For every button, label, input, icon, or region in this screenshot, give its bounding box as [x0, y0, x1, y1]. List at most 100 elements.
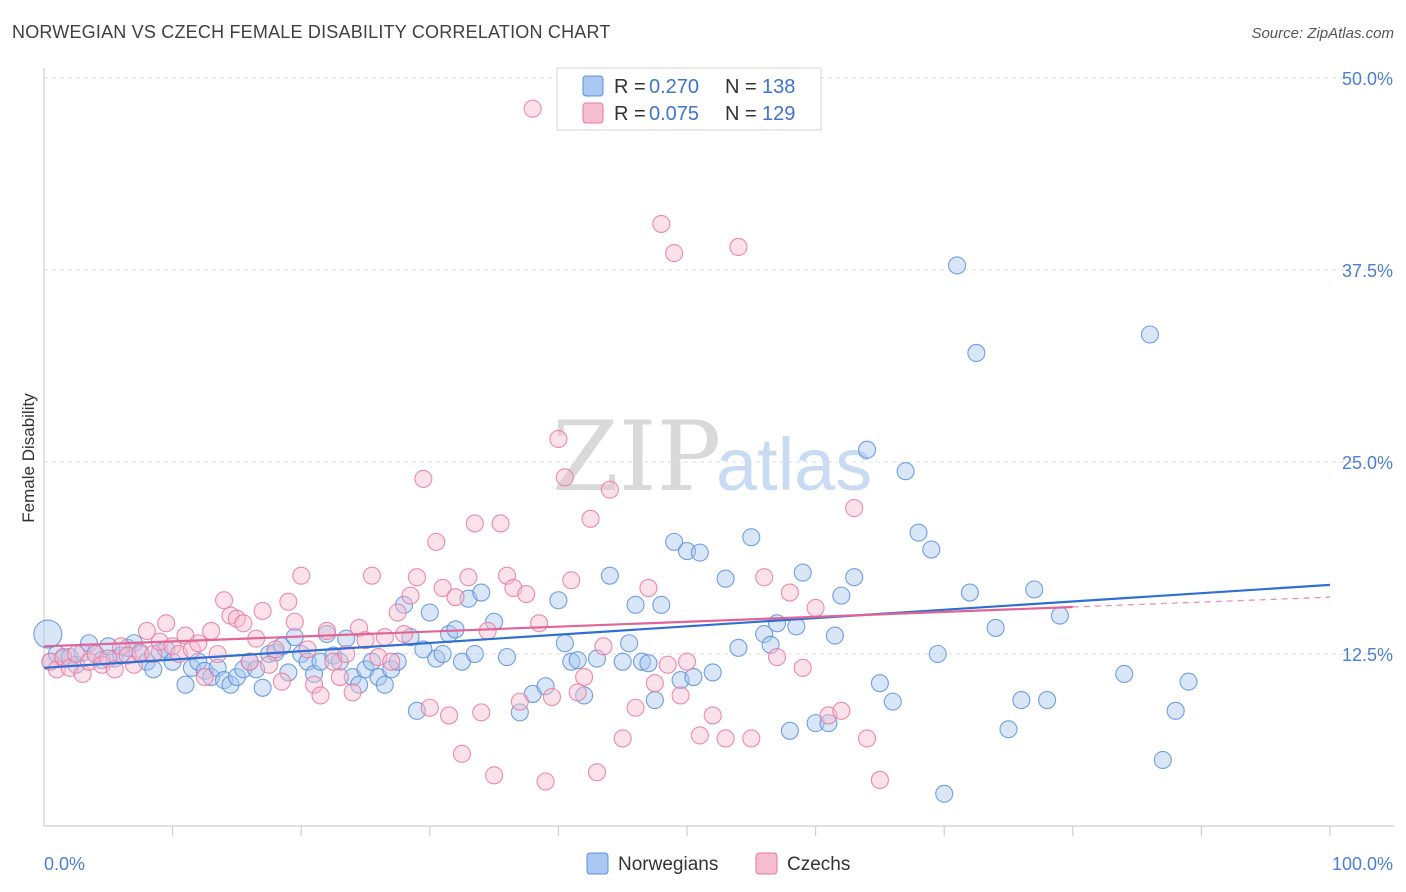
point-czechs	[491, 514, 510, 533]
bottom-legend-swatch-czechs	[755, 852, 778, 875]
point-norwegians	[350, 675, 369, 694]
point-norwegians	[922, 540, 941, 559]
point-norwegians	[620, 634, 639, 653]
point-czechs	[356, 631, 375, 650]
point-czechs	[157, 614, 176, 633]
legend-n-value-norwegians: 138	[762, 76, 795, 98]
point-czechs	[652, 214, 671, 233]
point-norwegians	[485, 612, 504, 631]
point-norwegians	[497, 648, 517, 667]
point-czechs	[780, 583, 799, 602]
legend-r-value-czechs: 0.075	[649, 103, 699, 125]
point-norwegians	[472, 583, 491, 602]
point-norwegians	[433, 644, 452, 664]
y-tick-label: 12.5%	[1342, 645, 1393, 665]
point-norwegians	[395, 595, 414, 614]
point-norwegians	[986, 618, 1005, 637]
point-norwegians	[465, 644, 484, 664]
point-czechs	[337, 644, 356, 664]
point-norwegians	[665, 532, 684, 551]
point-czechs	[613, 729, 632, 748]
point-norwegians	[549, 591, 568, 610]
bottom-legend: Norwegians Czechs	[586, 852, 850, 875]
point-norwegians	[626, 595, 645, 614]
point-norwegians	[33, 619, 63, 649]
point-norwegians	[600, 566, 619, 585]
point-czechs	[677, 652, 697, 671]
point-norwegians	[793, 563, 812, 582]
point-norwegians	[1038, 691, 1057, 710]
point-czechs	[658, 655, 677, 674]
point-czechs	[227, 609, 246, 628]
point-czechs	[671, 686, 690, 705]
legend-n-label-czechs: N =	[725, 103, 757, 125]
point-czechs	[375, 628, 394, 647]
point-norwegians	[555, 634, 574, 653]
point-czechs	[832, 701, 851, 720]
point-norwegians	[729, 638, 748, 657]
point-norwegians	[292, 644, 311, 664]
point-czechs	[330, 667, 349, 687]
point-czechs	[575, 667, 594, 687]
point-norwegians	[909, 523, 928, 542]
point-czechs	[845, 499, 864, 518]
axes	[43, 68, 1394, 827]
watermark-atlas: atlas	[716, 423, 872, 506]
point-czechs	[401, 586, 420, 605]
point-czechs	[137, 621, 156, 641]
point-norwegians	[1153, 750, 1172, 770]
point-czechs	[857, 729, 877, 748]
point-norwegians	[948, 256, 967, 275]
point-czechs	[562, 571, 581, 590]
legend-n-value-czechs: 129	[762, 103, 795, 125]
point-czechs	[716, 729, 735, 748]
point-norwegians	[845, 568, 864, 587]
chart-source: Source: ZipAtlas.com	[1251, 25, 1394, 42]
bottom-legend-label-czechs: Czechs	[787, 854, 850, 875]
point-norwegians	[1140, 325, 1160, 344]
legend: R = 0.270 N = 138 R = 0.075 N = 129	[556, 67, 822, 131]
point-norwegians	[819, 714, 838, 733]
y-tick-label: 37.5%	[1342, 261, 1393, 281]
point-czechs	[536, 772, 555, 791]
point-czechs	[317, 621, 336, 641]
point-norwegians	[234, 660, 253, 679]
point-czechs	[665, 244, 684, 263]
point-norwegians	[227, 667, 246, 687]
point-norwegians	[163, 652, 182, 671]
point-norwegians	[613, 652, 632, 671]
point-czechs	[639, 578, 658, 598]
point-czechs	[870, 770, 889, 790]
point-czechs	[259, 655, 279, 674]
point-norwegians	[960, 583, 979, 602]
y-tick-label: 50.0%	[1342, 69, 1393, 89]
point-norwegians	[967, 343, 986, 362]
point-czechs	[729, 237, 748, 257]
bottom-legend-label-norwegians: Norwegians	[618, 854, 718, 875]
point-czechs	[587, 763, 607, 782]
point-czechs	[253, 601, 272, 621]
point-czechs	[427, 532, 446, 551]
point-czechs	[433, 578, 452, 598]
point-norwegians	[221, 675, 240, 694]
point-norwegians	[510, 703, 529, 722]
point-czechs	[767, 648, 787, 667]
point-norwegians	[999, 720, 1018, 739]
point-norwegians	[832, 586, 851, 605]
point-czechs	[240, 652, 259, 671]
point-norwegians	[375, 675, 394, 694]
point-norwegians	[562, 652, 581, 671]
watermark: ZIP atlas	[552, 401, 872, 513]
point-norwegians	[568, 651, 587, 670]
point-czechs	[407, 568, 426, 587]
point-czechs	[440, 706, 459, 725]
series-norwegians-points	[33, 256, 1198, 803]
legend-r-label-czechs: R =	[614, 103, 646, 125]
y-tick-labels: 12.5% 25.0% 37.5% 50.0%	[1342, 69, 1393, 665]
point-czechs	[690, 726, 709, 745]
point-czechs	[793, 658, 812, 677]
point-czechs	[279, 592, 298, 611]
point-norwegians	[928, 644, 947, 664]
point-norwegians	[896, 462, 915, 481]
